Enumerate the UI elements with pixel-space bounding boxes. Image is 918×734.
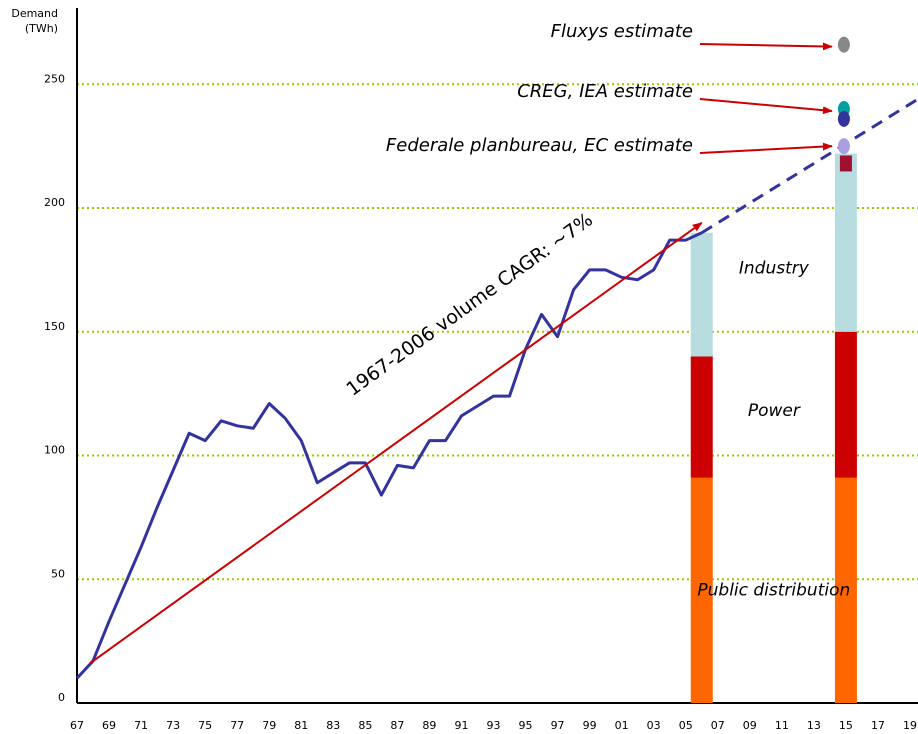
y-tick-label: 0	[58, 691, 65, 704]
y-tick-label: 100	[44, 444, 65, 457]
x-tick-label: 85	[358, 719, 372, 732]
x-tick-label: 07	[711, 719, 725, 732]
stack-segment	[691, 357, 713, 478]
x-tick-label: 79	[262, 719, 276, 732]
x-tick-label: 67	[70, 719, 84, 732]
x-tick-label: 91	[454, 719, 468, 732]
x-tick-label: 13	[807, 719, 821, 732]
estimate-label: Federale planbureau, EC estimate	[386, 135, 693, 156]
x-tick-label: 17	[871, 719, 885, 732]
segment-label: Industry	[739, 259, 810, 279]
x-tick-label: 89	[422, 719, 436, 732]
y-axis-label: Demand	[11, 7, 58, 20]
trend-label: 1967-2006 volume CAGR: ~7%	[342, 209, 597, 401]
stack-segment	[691, 233, 713, 357]
segment-label: Public distribution	[697, 580, 850, 600]
x-tick-label: 01	[615, 719, 629, 732]
stack-segment	[835, 154, 857, 332]
estimate-arrow	[700, 44, 832, 47]
y-tick-label: 50	[51, 567, 65, 580]
estimate-arrow	[700, 99, 832, 111]
x-tick-label: 09	[743, 719, 757, 732]
estimate-point	[838, 37, 850, 53]
y-tick-label: 250	[44, 72, 65, 85]
x-tick-label: 75	[198, 719, 212, 732]
segment-label: Power	[748, 401, 801, 421]
x-tick-label: 11	[775, 719, 789, 732]
estimate-point	[840, 155, 852, 171]
estimate-arrow	[700, 146, 832, 153]
x-tick-label: 03	[647, 719, 661, 732]
estimate-label: CREG, IEA estimate	[517, 81, 693, 102]
estimate-label: Fluxys estimate	[551, 21, 693, 42]
x-tick-label: 15	[839, 719, 853, 732]
x-tick-label: 71	[134, 719, 148, 732]
y-tick-label: 150	[44, 320, 65, 333]
x-tick-label: 05	[679, 719, 693, 732]
estimate-point	[838, 138, 850, 154]
y-tick-label: 200	[44, 196, 65, 209]
estimate-point	[838, 111, 850, 127]
x-tick-label: 83	[326, 719, 340, 732]
chart: Demand (TWh) 050100150200250676971737577…	[0, 0, 918, 734]
x-tick-label: 69	[102, 719, 116, 732]
x-tick-label: 99	[583, 719, 597, 732]
stack-segment	[835, 332, 857, 478]
y-axis-unit: (TWh)	[25, 22, 58, 35]
x-tick-label: 19	[903, 719, 917, 732]
x-tick-label: 93	[486, 719, 500, 732]
x-tick-label: 81	[294, 719, 308, 732]
x-tick-label: 95	[519, 719, 533, 732]
x-tick-label: 73	[166, 719, 180, 732]
x-tick-label: 87	[390, 719, 404, 732]
x-tick-label: 97	[551, 719, 565, 732]
trend-arrow	[90, 223, 702, 664]
x-tick-label: 77	[230, 719, 244, 732]
projection-line	[702, 99, 918, 233]
